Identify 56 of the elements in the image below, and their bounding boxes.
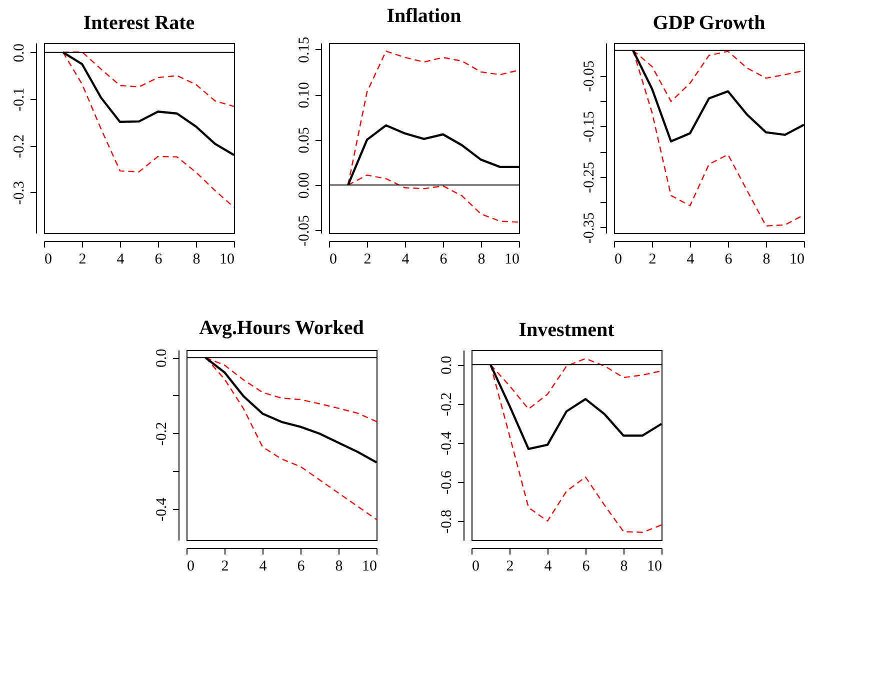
x-tick-label: 0 — [614, 252, 622, 268]
x-tick-label: 2 — [78, 252, 86, 268]
y-tick-label: 0.00 — [296, 172, 312, 199]
chart-title: GDP Growth — [652, 12, 766, 34]
x-tick-label: 2 — [506, 558, 514, 574]
y-tick-label: -0.3 — [12, 181, 28, 205]
y-tick-label: 0.05 — [296, 127, 312, 154]
x-tick-label: 6 — [297, 558, 306, 574]
y-tick-label: -0.6 — [439, 470, 455, 494]
x-tick-label: 0 — [44, 252, 52, 268]
x-tick-label: 4 — [544, 558, 552, 574]
y-tick-label: 0.15 — [296, 36, 312, 63]
y-tick-label: -0.1 — [12, 88, 28, 112]
x-tick-label: 0 — [330, 252, 337, 268]
x-tick-label: 6 — [154, 252, 163, 268]
x-tick-label: 10 — [790, 252, 804, 268]
y-tick-label: 0.10 — [296, 82, 312, 108]
x-tick-label: 6 — [724, 252, 733, 268]
y-tick-label: 0.0 — [154, 348, 170, 368]
x-tick-label: 4 — [116, 252, 125, 268]
y-tick-label: 0.0 — [439, 356, 455, 375]
y-tick-label: -0.4 — [154, 497, 170, 522]
x-tick-label: 6 — [582, 558, 590, 574]
y-tick-label: -0.2 — [439, 392, 455, 416]
x-tick-label: 8 — [762, 252, 770, 268]
x-tick-label: 4 — [259, 558, 268, 574]
y-tick-label: -0.15 — [582, 111, 598, 142]
x-tick-label: 10 — [647, 558, 662, 574]
y-tick-label: -0.25 — [582, 162, 598, 193]
x-tick-label: 2 — [648, 252, 656, 268]
x-tick-label: 8 — [620, 558, 628, 574]
x-tick-label: 8 — [192, 252, 200, 268]
x-tick-label: 8 — [335, 558, 343, 574]
y-tick-label: -0.2 — [154, 422, 170, 446]
chart-title: Avg.Hours Worked — [199, 317, 364, 340]
x-tick-label: 4 — [402, 252, 410, 268]
x-tick-label: 0 — [187, 558, 194, 574]
x-tick-label: 2 — [221, 558, 229, 574]
x-tick-label: 10 — [362, 558, 377, 574]
x-tick-label: 6 — [440, 252, 448, 268]
x-tick-label: 10 — [220, 252, 234, 268]
chart-title: Interest Rate — [83, 12, 195, 34]
chart-title: Investment — [518, 319, 615, 341]
x-tick-label: 4 — [686, 252, 695, 268]
y-tick-label: -0.8 — [439, 510, 455, 534]
chart-title: Inflation — [386, 5, 462, 28]
x-tick-label: 2 — [364, 252, 372, 268]
y-tick-label: -0.05 — [296, 215, 312, 246]
y-tick-label: -0.2 — [12, 134, 28, 158]
y-tick-label: -0.05 — [582, 60, 598, 92]
y-tick-label: 0.0 — [12, 43, 28, 62]
y-tick-label: -0.35 — [582, 212, 598, 244]
x-tick-label: 8 — [478, 252, 486, 268]
y-tick-label: -0.4 — [439, 430, 455, 456]
x-tick-label: 10 — [504, 252, 520, 268]
x-tick-label: 0 — [472, 558, 480, 574]
